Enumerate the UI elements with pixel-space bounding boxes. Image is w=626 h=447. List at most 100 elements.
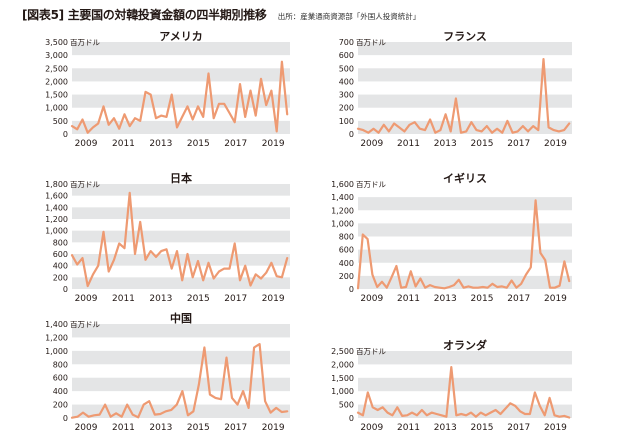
x-tick-label: 2009 bbox=[75, 294, 98, 304]
y-tick-label: 2,500 bbox=[331, 347, 354, 356]
unit-label: 百万ドル bbox=[70, 320, 100, 329]
x-tick-label: 2013 bbox=[149, 139, 172, 149]
unit-label: 百万ドル bbox=[70, 180, 100, 189]
y-tick-label: 100 bbox=[339, 117, 354, 126]
gridband bbox=[72, 207, 290, 219]
y-tick-label: 1,400 bbox=[45, 203, 68, 212]
unit-label: 百万ドル bbox=[356, 180, 386, 189]
y-tick-label: 500 bbox=[339, 401, 354, 410]
series-line bbox=[356, 366, 571, 419]
y-tick-label: 1,600 bbox=[331, 180, 354, 189]
y-tick-label: 600 bbox=[339, 51, 354, 60]
y-tick-label: 1,000 bbox=[45, 227, 68, 236]
x-tick-label: 2019 bbox=[544, 294, 567, 304]
x-tick-label: 2019 bbox=[544, 139, 567, 149]
x-tick-label: 2013 bbox=[149, 423, 172, 433]
x-tick-label: 2013 bbox=[434, 294, 457, 304]
y-tick-label: 0 bbox=[63, 414, 68, 423]
panel-title: アメリカ bbox=[159, 30, 202, 43]
panel-title: 中国 bbox=[170, 311, 192, 325]
y-tick-label: 2,000 bbox=[45, 77, 68, 86]
y-tick-label: 0 bbox=[63, 285, 68, 294]
y-tick-label: 1,000 bbox=[45, 104, 68, 113]
x-tick-label: 2009 bbox=[360, 294, 383, 304]
x-tick-label: 2013 bbox=[434, 423, 457, 433]
chart-panel-2: 0 100 200 300 400 500 600 700 百万ドル フランス 2009 2011 20… bbox=[339, 30, 572, 149]
x-tick-label: 2015 bbox=[187, 139, 210, 149]
gridband bbox=[72, 230, 290, 243]
x-tick-label: 2015 bbox=[187, 423, 210, 433]
x-tick-label: 2017 bbox=[507, 139, 530, 149]
gridband bbox=[72, 94, 290, 108]
gridband bbox=[358, 197, 572, 211]
series-line bbox=[356, 57, 571, 134]
x-tick-label: 2017 bbox=[507, 294, 530, 304]
figure-source: 出所：産業通商資源部「外国人投資統計」 bbox=[277, 12, 421, 21]
x-tick-label: 2011 bbox=[397, 294, 420, 304]
y-tick-label: 3,500 bbox=[45, 38, 68, 47]
y-tick-label: 300 bbox=[339, 91, 354, 100]
unit-label: 百万ドル bbox=[70, 38, 100, 47]
x-tick-label: 2019 bbox=[262, 139, 285, 149]
gridband bbox=[358, 42, 572, 56]
x-tick-label: 2011 bbox=[112, 294, 135, 304]
x-tick-label: 2011 bbox=[112, 139, 135, 149]
series-line bbox=[356, 199, 571, 290]
y-tick-label: 500 bbox=[53, 117, 68, 126]
figure-title: [図表5] 主要国の対韓投資金額の四半期別推移 bbox=[22, 8, 267, 22]
x-tick-label: 2009 bbox=[75, 423, 98, 433]
x-tick-label: 2019 bbox=[544, 423, 567, 433]
y-tick-label: 400 bbox=[339, 259, 354, 268]
x-tick-label: 2013 bbox=[149, 294, 172, 304]
y-tick-label: 200 bbox=[339, 272, 354, 281]
y-tick-label: 600 bbox=[53, 374, 68, 383]
y-tick-label: 400 bbox=[53, 387, 68, 396]
y-tick-label: 600 bbox=[339, 246, 354, 255]
x-tick-label: 2009 bbox=[360, 423, 383, 433]
panel-title: イギリス bbox=[443, 171, 487, 185]
x-tick-label: 2015 bbox=[471, 423, 494, 433]
gridband bbox=[72, 350, 290, 365]
chart-panel-4: 0 200 400 600 800 1,000 1,200 1,400 1,600 百万ドル イギリ… bbox=[331, 171, 572, 304]
gridband bbox=[72, 254, 290, 266]
x-tick-label: 2009 bbox=[75, 139, 98, 149]
y-tick-label: 0 bbox=[349, 285, 354, 294]
x-tick-label: 2013 bbox=[434, 139, 457, 149]
gridband bbox=[72, 324, 290, 338]
series-line bbox=[70, 60, 289, 134]
chart-panel-1: 0 500 1,000 1,500 2,000 2,500 3,000 3,500 百万ドル アメ… bbox=[45, 30, 290, 149]
y-tick-label: 1,200 bbox=[45, 215, 68, 224]
unit-label: 百万ドル bbox=[356, 347, 386, 356]
x-tick-label: 2017 bbox=[224, 294, 247, 304]
y-tick-label: 1,000 bbox=[45, 347, 68, 356]
y-tick-label: 600 bbox=[53, 250, 68, 259]
figure-header: [図表5] 主要国の対韓投資金額の四半期別推移 出所：産業通商資源部「外国人投資… bbox=[22, 4, 420, 24]
y-tick-label: 1,000 bbox=[331, 387, 354, 396]
y-tick-label: 0 bbox=[349, 130, 354, 139]
y-tick-label: 1,600 bbox=[45, 192, 68, 201]
x-tick-label: 2015 bbox=[187, 294, 210, 304]
x-tick-label: 2017 bbox=[507, 423, 530, 433]
y-tick-label: 200 bbox=[53, 273, 68, 282]
y-tick-label: 800 bbox=[339, 233, 354, 242]
gridband bbox=[358, 68, 572, 82]
series-line bbox=[70, 343, 289, 419]
x-tick-label: 2015 bbox=[471, 294, 494, 304]
y-tick-label: 400 bbox=[339, 77, 354, 86]
x-tick-label: 2019 bbox=[262, 294, 285, 304]
x-tick-label: 2015 bbox=[471, 139, 494, 149]
x-tick-label: 2011 bbox=[397, 423, 420, 433]
gridband bbox=[358, 94, 572, 108]
gridband bbox=[72, 184, 290, 196]
y-tick-label: 3,000 bbox=[45, 51, 68, 60]
panel-title: 日本 bbox=[170, 171, 192, 185]
panel-title: フランス bbox=[443, 30, 487, 43]
x-tick-label: 2017 bbox=[224, 139, 247, 149]
y-tick-label: 1,500 bbox=[45, 91, 68, 100]
gridband bbox=[358, 223, 572, 237]
gridband bbox=[358, 351, 572, 365]
x-tick-label: 2011 bbox=[397, 139, 420, 149]
y-tick-label: 800 bbox=[53, 360, 68, 369]
gridband bbox=[72, 120, 290, 134]
